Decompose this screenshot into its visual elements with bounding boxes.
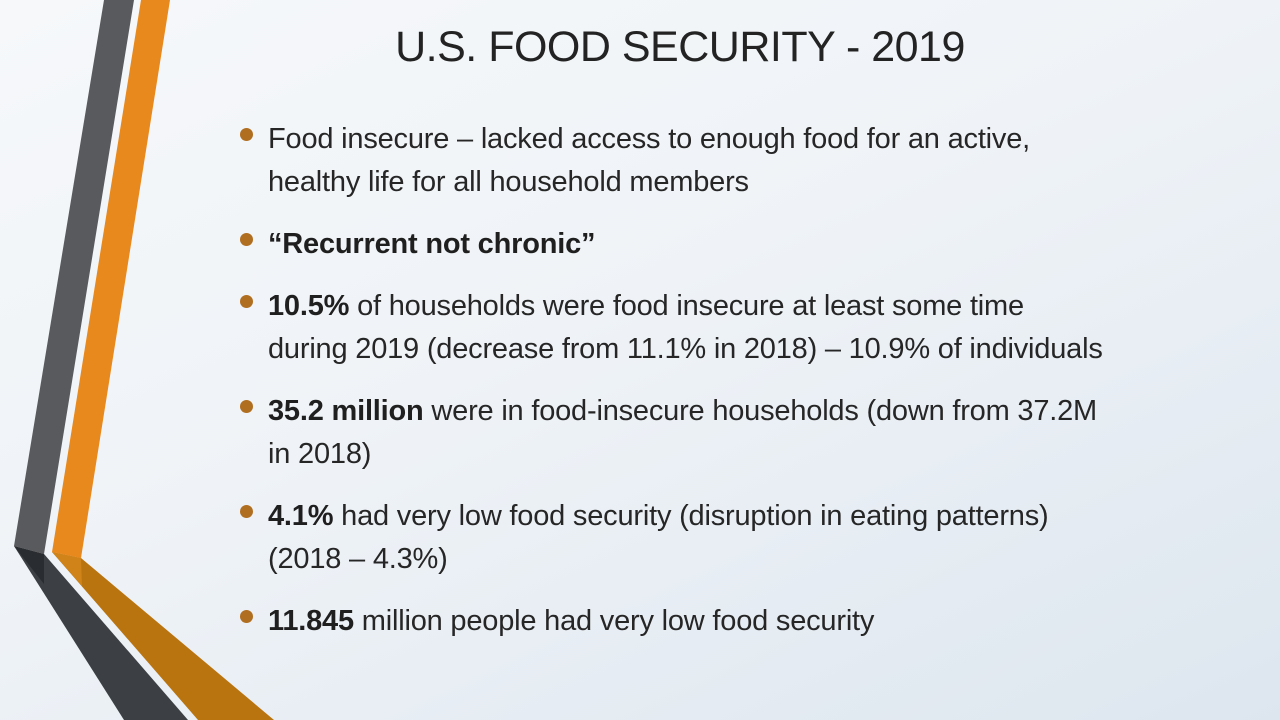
bullet-bold-text: 11.845	[268, 605, 354, 637]
bullet-bold-text: 4.1%	[268, 500, 334, 532]
slide-title: U.S. FOOD SECURITY - 2019	[395, 23, 965, 71]
bullet-icon	[240, 295, 253, 308]
bullet-item: “Recurrent not chronic”	[240, 223, 1252, 266]
bullet-bold-text: “Recurrent not chronic”	[268, 228, 596, 260]
bullet-text: 35.2 million were in food-insecure house…	[268, 395, 1097, 470]
bullet-rest-text: were in food-insecure households (down f…	[268, 395, 1098, 470]
bullet-rest-text: million people had very low food securit…	[353, 605, 875, 637]
bullet-text: “Recurrent not chronic”	[268, 228, 596, 260]
bullet-rest-text: Food insecure – lacked access to enough …	[268, 123, 1031, 198]
bullet-icon	[240, 505, 253, 518]
bullet-icon	[240, 610, 253, 623]
ribbon-orange-fold	[52, 552, 82, 586]
ribbon-orange-upper	[52, 0, 170, 558]
bullet-icon	[240, 233, 253, 246]
bullet-text: 10.5% of households were food insecure a…	[268, 290, 1103, 365]
bullet-item: 35.2 million were in food-insecure house…	[240, 390, 1252, 476]
bullet-item: 4.1% had very low food security (disrupt…	[240, 495, 1252, 581]
bullet-list: Food insecure – lacked access to enough …	[240, 118, 1252, 662]
bullet-icon	[240, 128, 253, 141]
bullet-text: 11.845 million people had very low food …	[268, 605, 874, 637]
bullet-text: 4.1% had very low food security (disrupt…	[268, 500, 1049, 575]
bullet-bold-text: 35.2 million	[268, 395, 424, 427]
ribbon-gray-upper	[14, 0, 134, 554]
bullet-bold-text: 10.5%	[268, 290, 350, 322]
bullet-text: Food insecure – lacked access to enough …	[268, 123, 1030, 198]
bullet-item: 10.5% of households were food insecure a…	[240, 285, 1252, 371]
bullet-item: Food insecure – lacked access to enough …	[240, 118, 1252, 204]
bullet-item: 11.845 million people had very low food …	[240, 600, 1252, 643]
bullet-icon	[240, 400, 253, 413]
ribbon-gray-lower	[14, 546, 188, 720]
bullet-rest-text: had very low food security (disruption i…	[268, 500, 1049, 575]
ribbon-gray-fold	[14, 546, 44, 584]
bullet-rest-text: of households were food insecure at leas…	[268, 290, 1103, 365]
